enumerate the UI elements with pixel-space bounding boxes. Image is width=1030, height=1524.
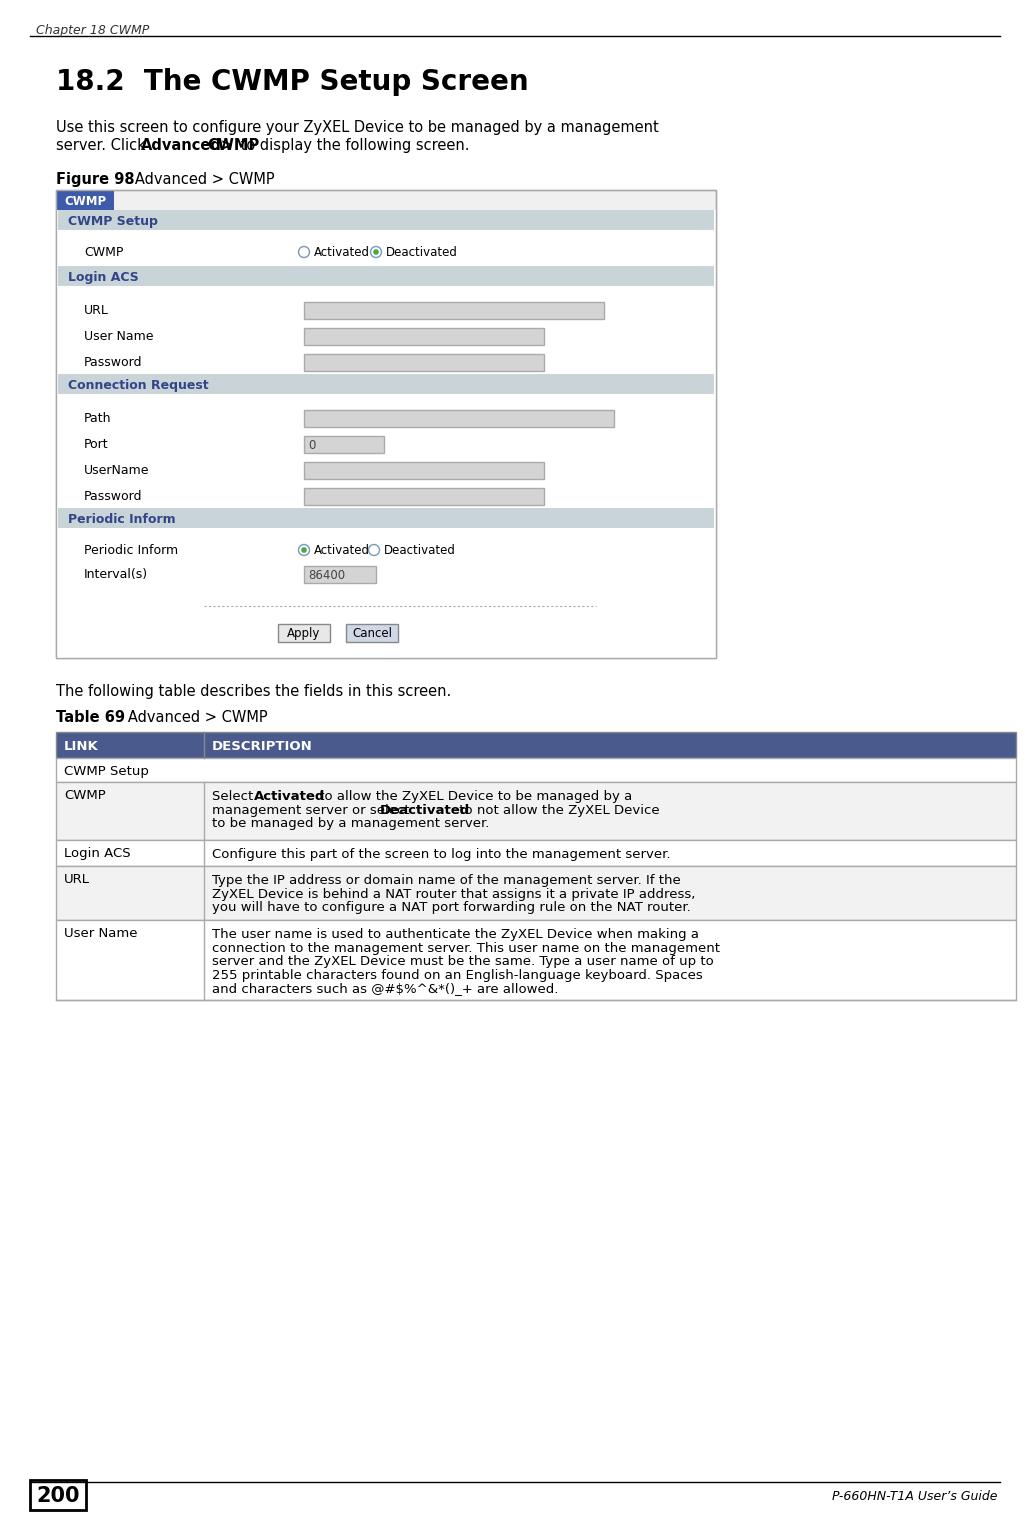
Bar (304, 488, 544, 504)
Text: Figure 98: Figure 98 (56, 172, 135, 187)
Text: The user name is used to authenticate the ZyXEL Device when making a: The user name is used to authenticate th… (212, 928, 699, 940)
Text: CWMP: CWMP (64, 195, 106, 207)
Text: User Name: User Name (64, 927, 137, 940)
Circle shape (299, 544, 309, 556)
Text: to not allow the ZyXEL Device: to not allow the ZyXEL Device (455, 803, 659, 817)
Text: The following table describes the fields in this screen.: The following table describes the fields… (56, 684, 451, 700)
Text: Password: Password (84, 489, 142, 503)
Text: CWMP: CWMP (208, 139, 260, 152)
FancyBboxPatch shape (346, 623, 398, 642)
Text: Select: Select (212, 789, 258, 803)
Text: Use this screen to configure your ZyXEL Device to be managed by a management: Use this screen to configure your ZyXEL … (56, 120, 659, 136)
Text: Deactivated: Deactivated (384, 544, 456, 556)
Circle shape (371, 247, 381, 258)
Circle shape (299, 247, 309, 258)
Text: Activated: Activated (254, 789, 325, 803)
Circle shape (301, 547, 307, 553)
Bar (56, 840, 1016, 866)
Text: Port: Port (84, 437, 108, 451)
Text: 0: 0 (308, 439, 315, 453)
Text: UserName: UserName (84, 463, 149, 477)
Text: to allow the ZyXEL Device to be managed by a: to allow the ZyXEL Device to be managed … (315, 789, 632, 803)
Text: Activated: Activated (314, 544, 370, 556)
Text: CWMP Setup: CWMP Setup (68, 215, 158, 227)
Bar (56, 210, 716, 658)
Text: server and the ZyXEL Device must be the same. Type a user name of up to: server and the ZyXEL Device must be the … (212, 956, 714, 968)
Text: Type the IP address or domain name of the management server. If the: Type the IP address or domain name of th… (212, 873, 681, 887)
Text: 18.2  The CWMP Setup Screen: 18.2 The CWMP Setup Screen (56, 69, 528, 96)
Text: management server or select: management server or select (212, 803, 414, 817)
Text: URL: URL (84, 303, 109, 317)
Bar (30, 1480, 85, 1510)
Circle shape (373, 250, 379, 255)
Text: Interval(s): Interval(s) (84, 567, 148, 581)
Text: 86400: 86400 (308, 568, 345, 582)
Bar (58, 373, 714, 395)
Bar (304, 410, 614, 427)
Text: User Name: User Name (84, 329, 153, 343)
Bar (56, 190, 114, 210)
Bar (56, 920, 1016, 1000)
Text: Advanced > CWMP: Advanced > CWMP (113, 710, 267, 725)
Text: P-660HN-T1A User’s Guide: P-660HN-T1A User’s Guide (832, 1489, 998, 1503)
Text: Path: Path (84, 411, 111, 425)
FancyBboxPatch shape (278, 623, 330, 642)
Bar (56, 866, 1016, 920)
Text: Deactivated: Deactivated (380, 803, 471, 817)
Bar (304, 302, 604, 319)
Text: DESCRIPTION: DESCRIPTION (212, 739, 313, 753)
Bar (56, 757, 1016, 782)
Bar (304, 565, 376, 584)
Bar (56, 782, 1016, 840)
Text: and characters such as @#$%^&*()_+ are allowed.: and characters such as @#$%^&*()_+ are a… (212, 981, 558, 995)
Text: Password: Password (84, 355, 142, 369)
Text: Periodic Inform: Periodic Inform (84, 544, 178, 556)
Text: Activated: Activated (314, 245, 370, 259)
Bar (58, 210, 714, 230)
Bar (58, 507, 714, 527)
Text: Apply: Apply (287, 626, 320, 640)
Text: Deactivated: Deactivated (386, 245, 458, 259)
Text: to display the following screen.: to display the following screen. (236, 139, 470, 152)
Bar (56, 840, 1016, 866)
Text: server. Click: server. Click (56, 139, 150, 152)
Text: Chapter 18 CWMP: Chapter 18 CWMP (36, 24, 149, 37)
Bar (56, 757, 1016, 782)
Text: to be managed by a management server.: to be managed by a management server. (212, 817, 489, 831)
Bar (56, 782, 1016, 840)
Text: URL: URL (64, 873, 90, 885)
Circle shape (369, 544, 379, 556)
Text: LINK: LINK (64, 739, 99, 753)
Text: 255 printable characters found on an English-language keyboard. Spaces: 255 printable characters found on an Eng… (212, 968, 702, 981)
Text: CWMP: CWMP (64, 789, 106, 802)
Text: Login ACS: Login ACS (64, 847, 131, 860)
Bar (58, 267, 714, 287)
Text: ZyXEL Device is behind a NAT router that assigns it a private IP address,: ZyXEL Device is behind a NAT router that… (212, 887, 695, 901)
Bar (56, 190, 716, 658)
Text: you will have to configure a NAT port forwarding rule on the NAT router.: you will have to configure a NAT port fo… (212, 901, 691, 914)
Text: Connection Request: Connection Request (68, 378, 209, 392)
Text: 200: 200 (36, 1486, 79, 1506)
Text: Cancel: Cancel (352, 626, 392, 640)
Text: Periodic Inform: Periodic Inform (68, 512, 176, 526)
Bar (304, 354, 544, 370)
Text: Login ACS: Login ACS (68, 270, 139, 283)
Bar (304, 436, 384, 453)
Text: CWMP Setup: CWMP Setup (64, 765, 149, 777)
Text: Table 69: Table 69 (56, 710, 125, 725)
Text: connection to the management server. This user name on the management: connection to the management server. Thi… (212, 942, 720, 954)
Bar (56, 190, 716, 658)
Bar (56, 732, 1016, 757)
Bar (304, 462, 544, 479)
Text: Advanced>: Advanced> (141, 139, 234, 152)
Bar (56, 920, 1016, 1000)
Bar (304, 328, 544, 344)
Text: Advanced > CWMP: Advanced > CWMP (121, 172, 274, 187)
Text: CWMP: CWMP (84, 245, 124, 259)
Bar (56, 866, 1016, 920)
Text: Configure this part of the screen to log into the management server.: Configure this part of the screen to log… (212, 847, 671, 861)
